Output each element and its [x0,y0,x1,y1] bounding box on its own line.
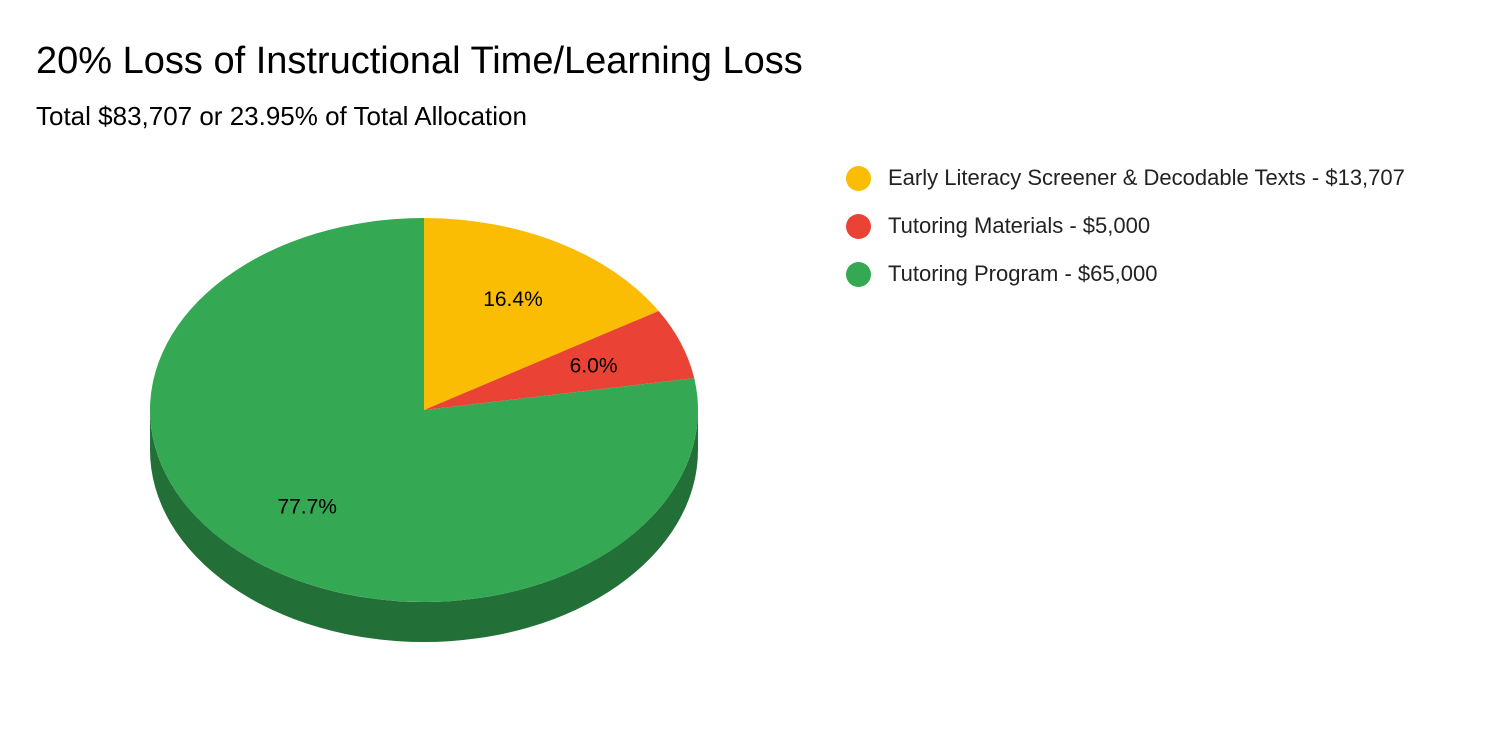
chart-legend: Early Literacy Screener & Decodable Text… [846,154,1405,298]
legend-item[interactable]: Tutoring Materials - $5,000 [846,202,1405,250]
legend-item[interactable]: Tutoring Program - $65,000 [846,250,1405,298]
legend-label-tutoring-materials: Tutoring Materials - $5,000 [888,213,1151,238]
chart-title: 20% Loss of Instructional Time/Learning … [36,40,803,82]
legend-label-tutoring-program: Tutoring Program - $65,000 [888,261,1158,286]
legend-swatch-early-literacy [846,165,871,191]
pie-slice-label-tutoring-program: 77.7% [277,495,337,518]
pie-slice-label-early-literacy-screener-decodable-texts: 16.4% [483,288,543,311]
pie-slice-label-tutoring-materials: 6.0% [570,355,618,378]
pie-labels-layer: 16.4% 6.0% 77.7% [277,288,617,518]
pie-slice-tutoring-program[interactable] [150,218,699,603]
pie-top-layer [150,218,699,603]
chart-subtitle: Total $83,707 or 23.95% of Total Allocat… [36,101,527,131]
legend-label-early-literacy: Early Literacy Screener & Decodable Text… [888,165,1405,190]
pie-slice-early-literacy-screener-decodable-texts[interactable] [424,218,659,410]
legend-swatch-tutoring-program [846,261,871,287]
pie-slice-side-tutoring-program [150,410,698,642]
legend-swatch-tutoring-materials [846,213,871,239]
pie-depth-layer [150,410,698,642]
pie-slice-tutoring-materials[interactable] [424,310,695,410]
legend-item[interactable]: Early Literacy Screener & Decodable Text… [846,154,1405,202]
